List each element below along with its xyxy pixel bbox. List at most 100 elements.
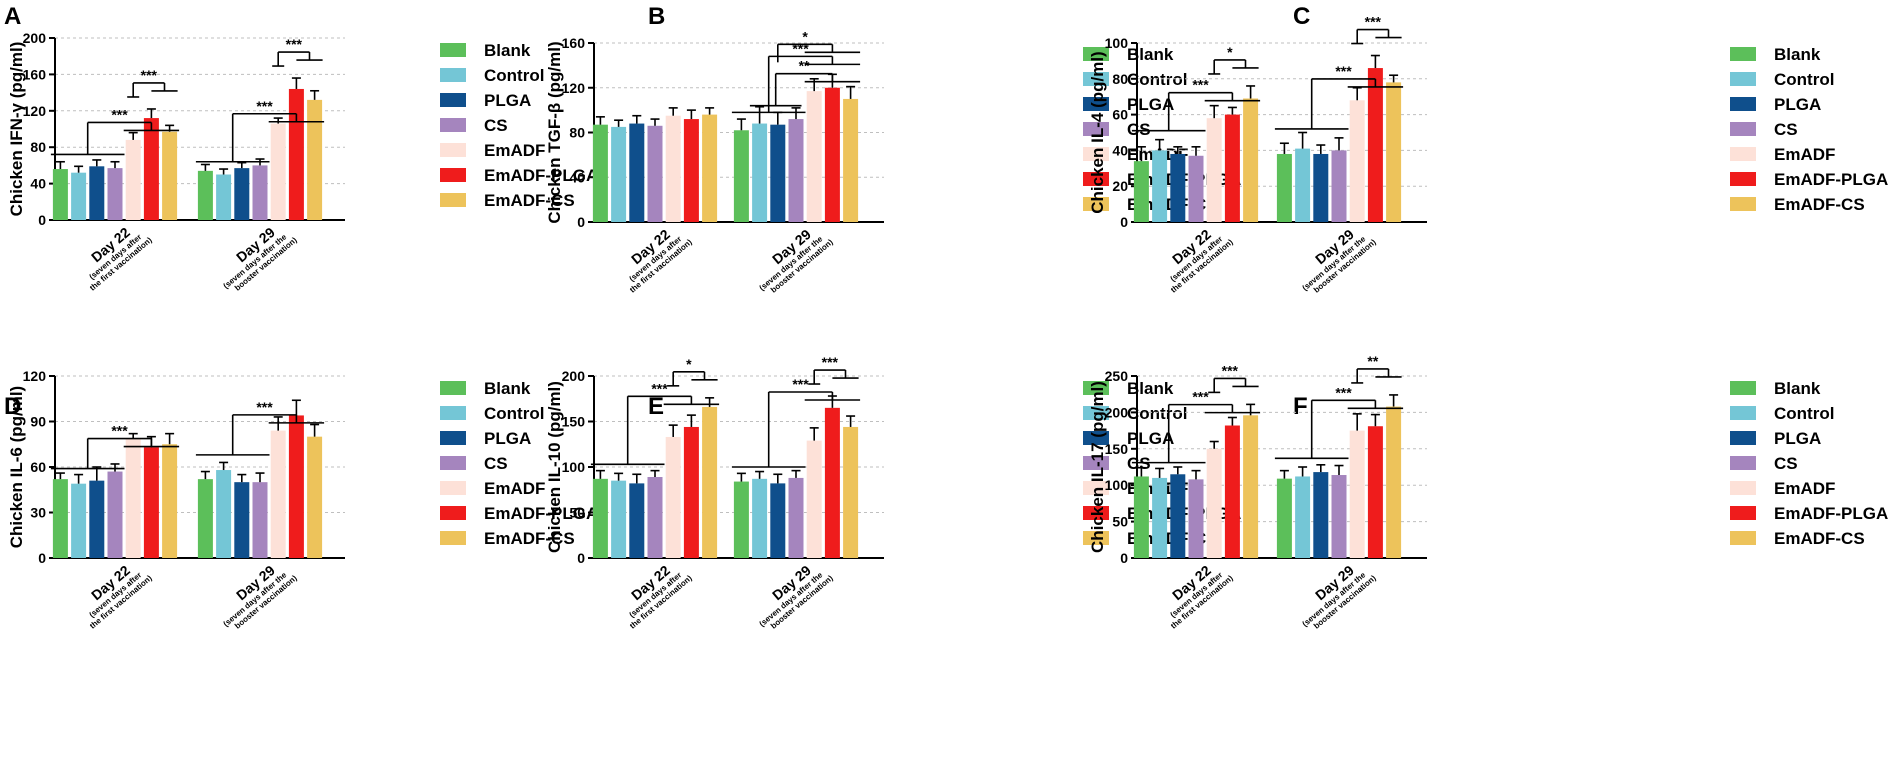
legend-label: EmADF-PLGA [1774, 504, 1888, 523]
significance-label: *** [111, 106, 128, 122]
significance-label: ** [1367, 353, 1378, 369]
bar [824, 87, 840, 222]
legend-swatch [1083, 531, 1109, 545]
legend-swatch [440, 118, 466, 132]
y-tick-label: 40 [569, 169, 585, 185]
significance-label: *** [651, 380, 668, 396]
legend-swatch [1083, 122, 1109, 136]
bar [806, 91, 822, 222]
significance-bracket: *** [1131, 77, 1261, 132]
y-tick-label: 60 [1112, 107, 1128, 123]
significance-label: *** [141, 67, 158, 83]
legend-label: EmADF-PLGA [1774, 170, 1888, 189]
significance-bracket: * [1208, 44, 1259, 75]
bar [611, 126, 627, 222]
legend-swatch [1083, 172, 1109, 186]
bar [1349, 100, 1365, 222]
bar [1188, 155, 1204, 222]
bar [1206, 448, 1222, 558]
y-tick-label: 0 [1120, 214, 1128, 230]
bar [1206, 118, 1222, 222]
significance-label: * [802, 28, 808, 44]
bar [1367, 68, 1383, 222]
significance-bracket: *** [590, 380, 720, 466]
y-tick-label: 100 [1105, 35, 1129, 51]
bar [843, 98, 859, 222]
legend-label: CS [1127, 454, 1151, 473]
bar [1349, 430, 1365, 558]
legend: Blank Control PLGA CS EmADF EmADF-PLGA EmADF-C… [1730, 45, 1888, 214]
significance-bracket: *** [127, 67, 178, 98]
bar [1133, 161, 1149, 222]
y-tick-label: 0 [38, 550, 46, 566]
bar [52, 169, 68, 220]
significance-bracket: *** [50, 423, 180, 470]
significance-label: *** [1192, 389, 1209, 405]
significance-bracket: *** [195, 399, 325, 456]
bar [1170, 153, 1186, 222]
bar [592, 124, 608, 222]
bar [1224, 114, 1240, 222]
bar [234, 482, 250, 558]
y-tick-label: 200 [562, 368, 586, 384]
y-tick-label: 0 [38, 212, 46, 228]
bar [52, 479, 68, 558]
y-axis-label: Chicken TGF-β (pg/ml) [545, 41, 564, 223]
y-tick-label: 80 [1112, 71, 1128, 87]
legend-label: EmADF [1774, 145, 1835, 164]
legend-swatch [1730, 197, 1756, 211]
y-tick-label: 50 [569, 505, 585, 521]
legend-label: PLGA [1127, 95, 1174, 114]
legend-label: CS [1774, 120, 1798, 139]
bar [125, 438, 141, 558]
legend-swatch [440, 43, 466, 57]
panel-label: E [648, 393, 664, 420]
bar [197, 170, 213, 220]
legend-swatch [1730, 531, 1756, 545]
legend-swatch [440, 506, 466, 520]
legend-swatch [1083, 506, 1109, 520]
bar [733, 481, 749, 558]
significance-label: *** [286, 36, 303, 52]
legend-swatch [1083, 381, 1109, 395]
y-tick-label: 0 [577, 214, 585, 230]
y-tick-label: 80 [30, 139, 46, 155]
significance-label: *** [1365, 14, 1382, 30]
bar [733, 130, 749, 222]
bar [1295, 148, 1311, 222]
significance-bracket: ** [749, 58, 861, 107]
significance-label: *** [111, 423, 128, 439]
bar [1243, 415, 1259, 558]
y-tick-label: 0 [577, 550, 585, 566]
legend-swatch [440, 381, 466, 395]
legend-swatch [1730, 381, 1756, 395]
legend-label: EmADF [1774, 479, 1835, 498]
bar [611, 480, 627, 558]
bar [683, 119, 699, 222]
y-tick-label: 120 [23, 103, 47, 119]
bar [702, 114, 718, 222]
legend-label: PLGA [484, 91, 531, 110]
significance-label: *** [1335, 384, 1352, 400]
legend-label: Blank [484, 41, 531, 60]
y-tick-label: 150 [562, 414, 586, 430]
bar [288, 88, 304, 221]
y-tick-label: 30 [30, 505, 46, 521]
y-tick-label: 100 [1105, 477, 1129, 493]
legend-label: Blank [1774, 45, 1821, 64]
bar [107, 168, 123, 220]
legend-label: PLGA [1774, 429, 1821, 448]
legend: Blank Control PLGA CS EmADF EmADF-PLGA EmADF-C… [1730, 379, 1888, 548]
y-tick-label: 60 [30, 459, 46, 475]
significance-bracket: *** [1208, 362, 1259, 394]
legend-swatch [1730, 481, 1756, 495]
bar [1170, 474, 1186, 558]
legend-swatch [440, 93, 466, 107]
y-tick-label: 0 [1120, 550, 1128, 566]
